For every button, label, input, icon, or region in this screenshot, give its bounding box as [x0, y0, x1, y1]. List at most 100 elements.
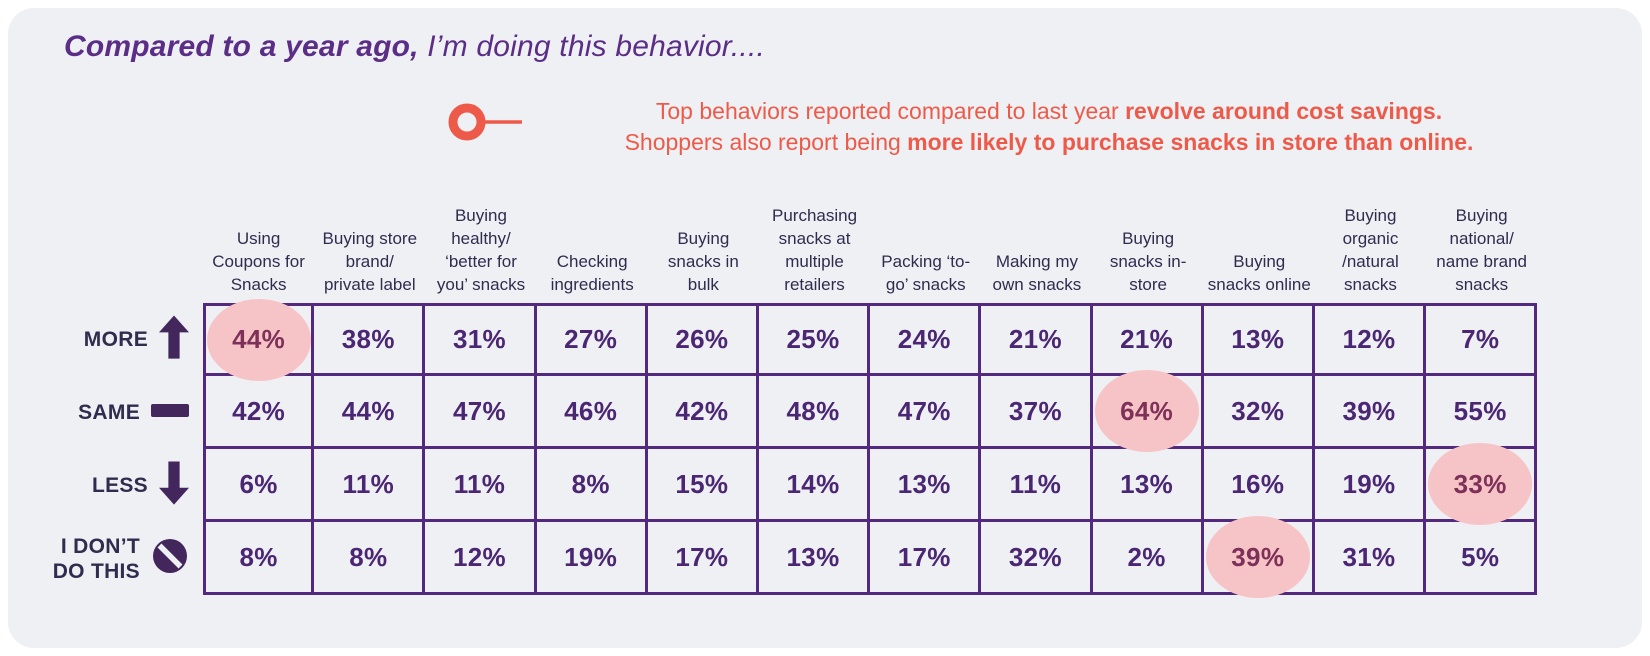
behavior-table: Using Coupons for Snacks Buying store bra… — [38, 156, 1538, 595]
table-cell: 21% — [981, 303, 1093, 376]
cell-value: 24% — [897, 324, 951, 354]
table-cell: 7% — [1426, 303, 1538, 376]
callout-segment: Shoppers also report being — [624, 129, 908, 155]
row-label-arrow-down: LESS — [38, 449, 203, 522]
row-label-text: I DON’T DO THIS — [52, 534, 140, 583]
cell-value: 12% — [452, 541, 506, 572]
cell-value: 8% — [239, 541, 278, 572]
column-header: Buying snacks in bulk — [648, 156, 759, 303]
table-cell: 21% — [1092, 303, 1204, 376]
cell-value: 39% — [1231, 541, 1285, 572]
cell-value: 15% — [675, 468, 729, 499]
cell-value: 8% — [349, 541, 388, 572]
cell-value: 11% — [342, 468, 395, 499]
row-label-text: MORE — [83, 328, 148, 351]
column-header-label: Buying national/ name brand snacks — [1436, 206, 1528, 294]
cell-value: 47% — [897, 395, 951, 426]
column-header: Making my own snacks — [981, 156, 1092, 303]
table-cell: 55% — [1426, 376, 1538, 449]
cell-value: 46% — [564, 395, 618, 426]
table-cell: 2% — [1092, 522, 1204, 595]
cell-value: 42% — [675, 395, 729, 426]
column-header-label: Using Coupons for Snacks — [212, 229, 305, 294]
cell-value: 12% — [1342, 324, 1396, 354]
column-header: Buying snacks online — [1204, 156, 1315, 303]
callout-segment: more likely to purchase snacks in store … — [907, 129, 1474, 155]
arrow-down-icon — [159, 460, 189, 511]
cell-value: 13% — [1231, 324, 1285, 354]
table-cell: 42% — [647, 376, 759, 449]
table-cell: 33% — [1426, 449, 1538, 522]
table-cell: 32% — [981, 522, 1093, 595]
callout-text: Top behaviors reported compared to last … — [534, 96, 1564, 158]
table-cell: 13% — [758, 522, 871, 595]
row-label-text: LESS — [91, 474, 148, 497]
table-cell: 13% — [1203, 303, 1315, 376]
cell-value: 27% — [564, 324, 618, 354]
cell-value: 17% — [675, 541, 729, 572]
column-header: Buying healthy/ ‘better for you’ snacks — [425, 156, 536, 303]
cell-value: 13% — [897, 468, 951, 499]
arrow-up-icon — [159, 314, 189, 365]
cell-value: 13% — [1120, 468, 1174, 499]
table-cell: 42% — [203, 376, 315, 449]
cell-value: 55% — [1453, 395, 1507, 426]
page-title: Compared to a year ago, I’m doing this b… — [64, 30, 765, 64]
cell-value: 17% — [897, 541, 951, 572]
cell-value: 48% — [786, 395, 840, 426]
column-header-label: Buying snacks online — [1207, 252, 1311, 294]
cell-value: 6% — [239, 468, 278, 499]
table-cell: 39% — [1314, 376, 1427, 449]
slide-card: Compared to a year ago, I’m doing this b… — [8, 8, 1642, 648]
table-cell: 64% — [1092, 376, 1204, 449]
table-cell: 8% — [536, 449, 648, 522]
callout-segment: revolve around cost savings. — [1125, 98, 1443, 124]
cell-value: 19% — [564, 541, 618, 572]
column-header-label: Purchasing snacks at multiple retailers — [772, 206, 858, 294]
cell-value: 38% — [341, 324, 395, 354]
table-cell: 47% — [425, 376, 537, 449]
column-header: Buying organic /natural snacks — [1315, 156, 1426, 303]
table-cell: 13% — [1092, 449, 1204, 522]
table-cell: 44% — [314, 376, 426, 449]
table-cell: 17% — [647, 522, 759, 595]
table-cell: 39% — [1203, 522, 1315, 595]
cell-value: 33% — [1453, 468, 1507, 499]
table-cell: 31% — [1314, 522, 1427, 595]
column-header-label: Buying snacks in-store — [1109, 229, 1187, 294]
cell-value: 11% — [453, 468, 506, 499]
table-cell: 5% — [1426, 522, 1538, 595]
column-header-label: Buying healthy/ ‘better for you’ snacks — [436, 206, 526, 294]
column-header-label: Buying snacks in bulk — [667, 229, 739, 294]
callout-line: Top behaviors reported compared to last … — [534, 96, 1564, 127]
column-header-label: Buying store brand/ private label — [322, 229, 418, 294]
cell-value: 14% — [786, 468, 840, 499]
column-header-label: Packing ‘to-go’ snacks — [881, 252, 971, 294]
table-cell: 38% — [314, 303, 426, 376]
table-cell: 24% — [870, 303, 982, 376]
table-cell: 15% — [647, 449, 759, 522]
table-cell: 17% — [870, 522, 982, 595]
table-cell: 46% — [536, 376, 648, 449]
table-cell: 11% — [981, 449, 1093, 522]
table-cell: 12% — [1314, 303, 1427, 376]
column-header-label: Checking ingredients — [550, 252, 634, 294]
cell-value: 25% — [786, 324, 840, 354]
cell-value: 47% — [452, 395, 506, 426]
callout-segment: Top behaviors reported compared to last … — [655, 98, 1126, 124]
table-cell: 16% — [1203, 449, 1315, 522]
table-cell: 6% — [203, 449, 315, 522]
cell-value: 21% — [1008, 324, 1062, 354]
circle-dash-icon — [448, 103, 522, 141]
table-cell: 11% — [314, 449, 426, 522]
cell-value: 32% — [1231, 395, 1285, 426]
table-cell: 47% — [870, 376, 982, 449]
table-cell: 44% — [203, 303, 315, 376]
dash-icon — [151, 403, 189, 422]
table-cell: 13% — [870, 449, 982, 522]
cell-value: 11% — [1009, 468, 1062, 499]
table-cell: 19% — [536, 522, 648, 595]
cell-value: 26% — [675, 324, 729, 354]
cell-value: 16% — [1231, 468, 1285, 499]
table-cell: 32% — [1203, 376, 1315, 449]
